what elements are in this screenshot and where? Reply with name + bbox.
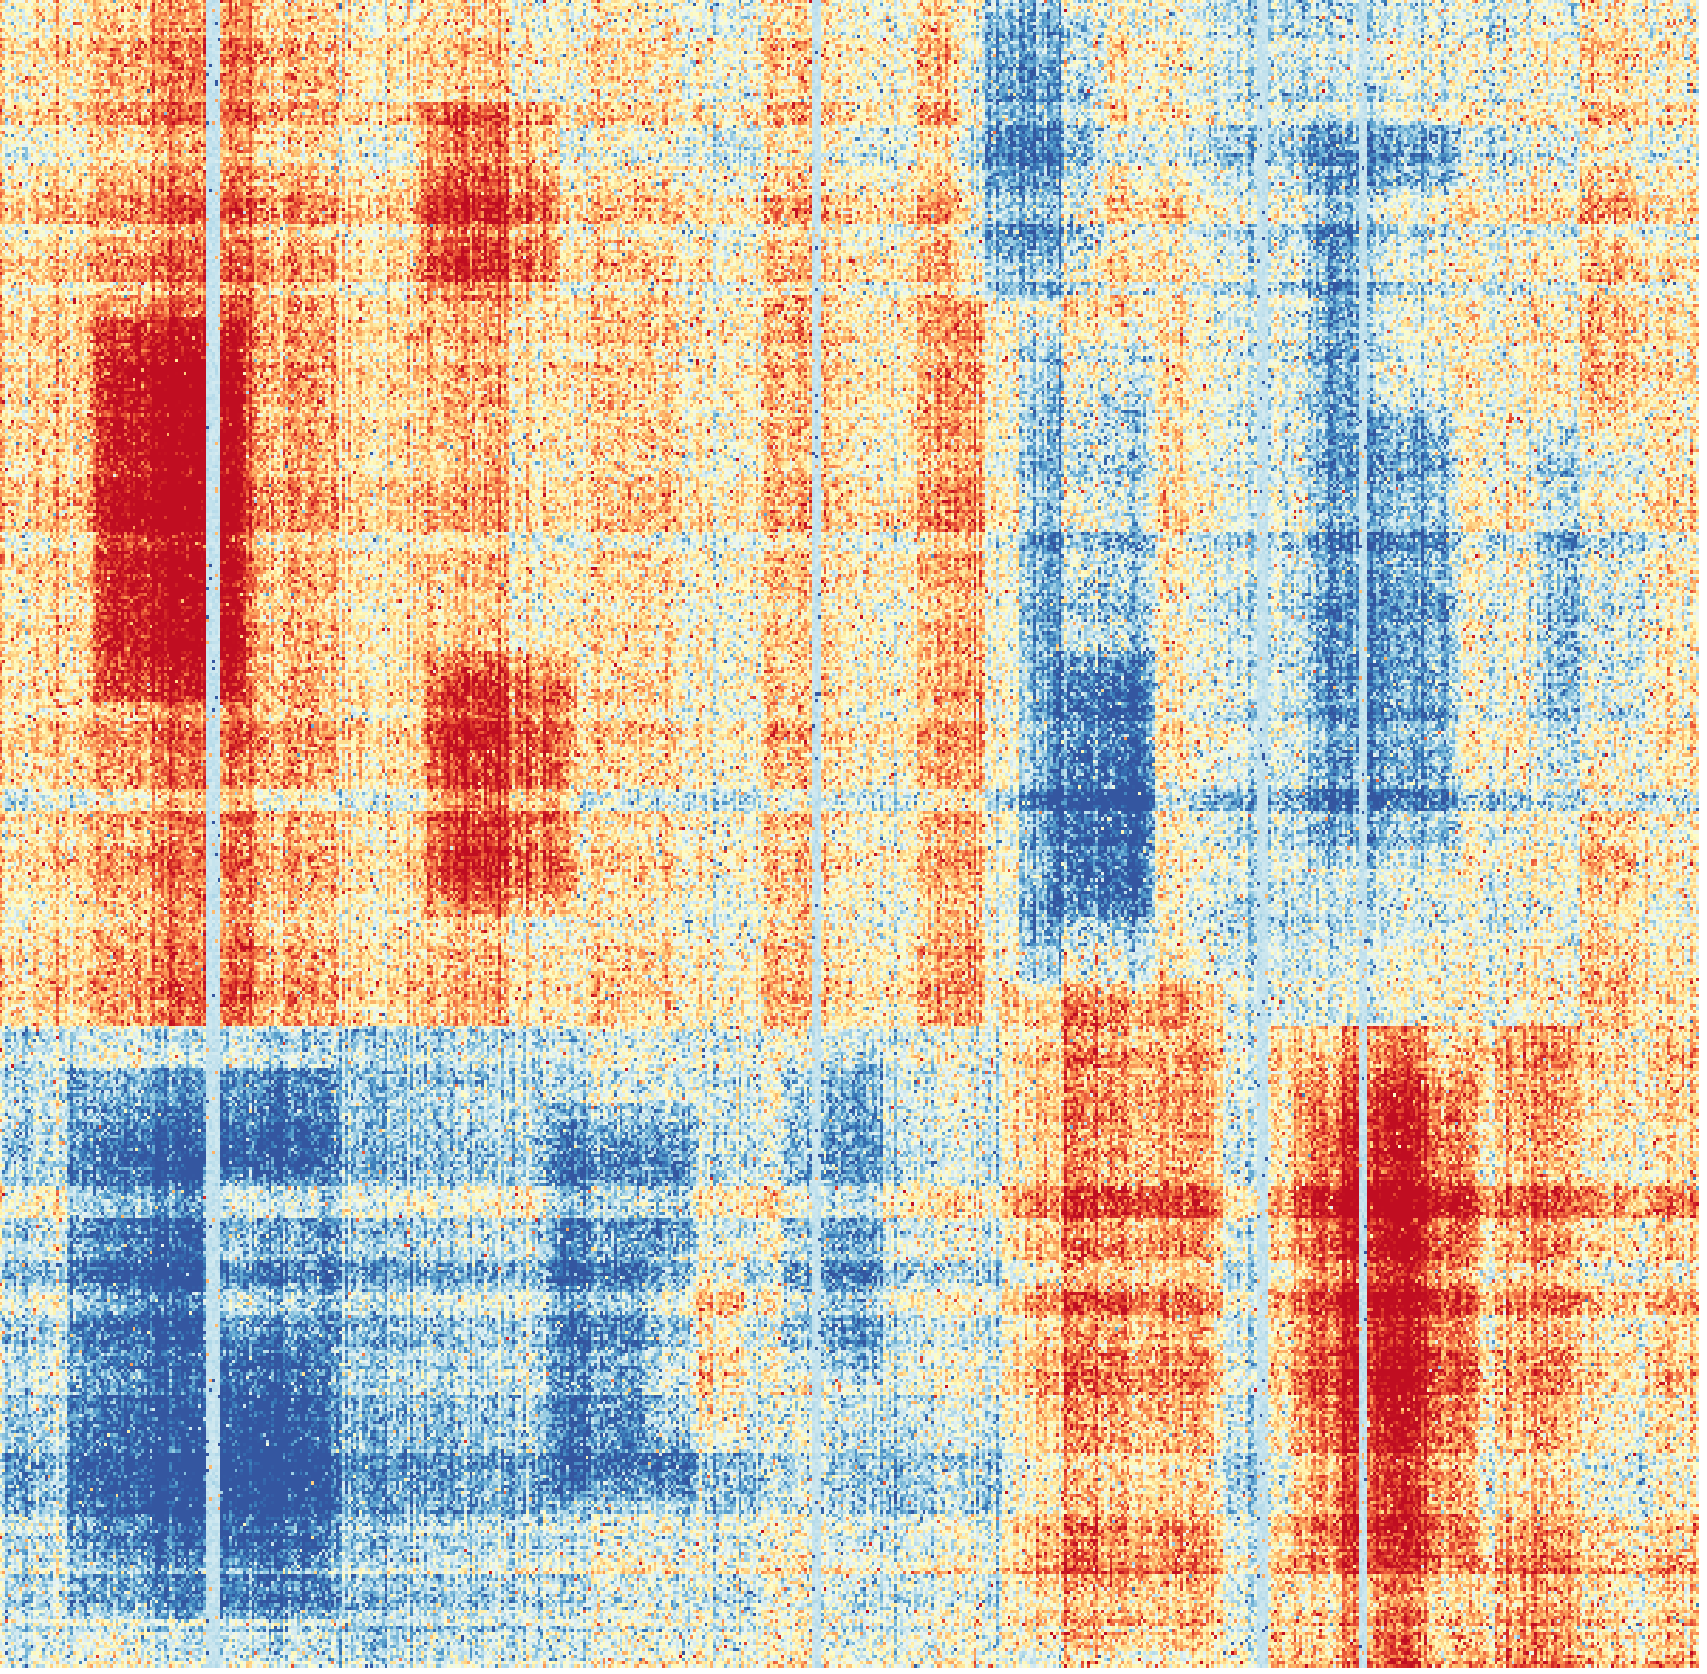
heatmap-plot <box>0 0 1707 1674</box>
heatmap-figure: RdYlBu_r -3 0 +3 <box>0 0 1707 1674</box>
